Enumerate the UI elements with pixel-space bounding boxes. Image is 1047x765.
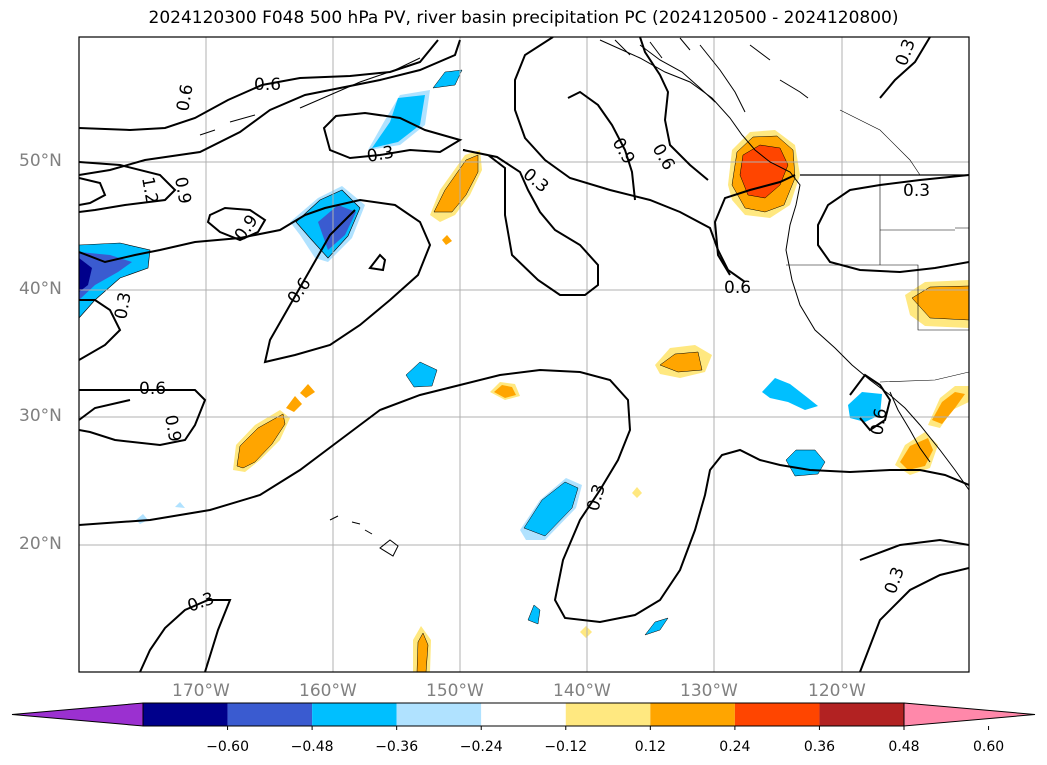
shade-patch xyxy=(494,385,516,398)
contour-label: 0.6 xyxy=(173,83,197,113)
colorbar-segment xyxy=(734,703,820,726)
lat-tick-label: 50°N xyxy=(19,151,62,171)
colorbar-segment xyxy=(396,703,482,726)
coastlines xyxy=(199,37,969,557)
shade-patch xyxy=(762,378,818,410)
shade-patch xyxy=(659,351,703,373)
colorbar-segment xyxy=(312,703,397,726)
contour-label: 0.3 xyxy=(365,143,395,167)
shade-patch xyxy=(580,626,592,638)
colorbar-outline xyxy=(142,702,905,727)
colorbar-segment xyxy=(650,703,735,726)
shade-patch xyxy=(300,384,315,398)
shade-patch xyxy=(527,604,541,625)
lon-tick-label: 120°W xyxy=(808,681,866,701)
lat-tick-label: 20°N xyxy=(19,534,62,554)
map-frame xyxy=(78,36,970,673)
contour-label: 1.2 xyxy=(137,175,161,205)
lat-tick-label: 40°N xyxy=(19,279,62,299)
lon-tick-label: 130°W xyxy=(680,681,738,701)
shade-patch xyxy=(900,438,933,470)
contour-label: 0.6 xyxy=(254,75,281,95)
contour-label: 0.6 xyxy=(724,278,751,298)
lon-tick-label: 140°W xyxy=(553,681,611,701)
contour-label: 0.3 xyxy=(881,564,909,596)
colorbar-segment xyxy=(227,703,313,726)
colorbar-tick-label: 0.12 xyxy=(635,739,666,755)
shade-patch xyxy=(785,449,826,477)
contour-label: 0.6 xyxy=(139,379,166,399)
shade-patch xyxy=(405,361,438,388)
shade-patch xyxy=(136,514,148,524)
colorbar-tick-label: 0.36 xyxy=(804,739,835,755)
colorbar-tick-label: −0.24 xyxy=(460,739,503,755)
colorbar-extend-low xyxy=(11,702,144,727)
shade-patch xyxy=(236,413,286,469)
shade-patch xyxy=(372,95,425,148)
pv-contours xyxy=(79,37,969,672)
colorbar-segment xyxy=(565,703,651,726)
figure-title: 2024120300 F048 500 hPa PV, river basin … xyxy=(148,8,899,28)
lon-tick-label: 170°W xyxy=(172,681,230,701)
contour-label: 0.3 xyxy=(519,165,553,198)
shade-patch xyxy=(911,285,969,321)
shade-patch xyxy=(433,154,479,213)
shade-patch xyxy=(442,235,452,245)
contour-label: 0.6 xyxy=(648,141,679,174)
shade-patch xyxy=(175,502,185,508)
colorbar-extend-high xyxy=(903,702,1036,727)
positive-shading xyxy=(233,130,969,672)
shade-patch xyxy=(416,632,429,672)
contour-label: 0.9 xyxy=(170,175,194,205)
contour-label: 0.6 xyxy=(284,274,316,308)
colorbar-tick-label: −0.48 xyxy=(291,739,334,755)
colorbar-tick-label: −0.36 xyxy=(375,739,418,755)
colorbar-tick-label: −0.60 xyxy=(206,739,249,755)
colorbar-tick-label: 0.24 xyxy=(719,739,750,755)
colorbar-tick-label: 0.60 xyxy=(973,739,1004,755)
shade-patch xyxy=(523,481,579,537)
contour-label: 0.3 xyxy=(185,589,217,617)
map-panel: 0.6 0.6 0.3 1.2 0.9 0.9 0.3 0.6 0.3 0.9 … xyxy=(78,36,970,673)
shade-patch xyxy=(848,392,882,422)
colorbar-segment xyxy=(143,703,228,726)
contour-label: 0.3 xyxy=(111,291,135,321)
lon-tick-label: 150°W xyxy=(426,681,484,701)
colorbar-segment xyxy=(481,703,566,726)
shade-patch xyxy=(79,258,92,292)
lon-tick-label: 160°W xyxy=(299,681,357,701)
contour-label: 0.9 xyxy=(608,135,639,168)
shade-patch xyxy=(79,252,132,300)
shade-patch xyxy=(432,69,463,89)
lat-tick-label: 30°N xyxy=(19,406,62,426)
contour-label: 0.9 xyxy=(160,413,184,443)
colorbar-tick-label: −0.12 xyxy=(544,739,587,755)
shade-patch xyxy=(644,617,669,636)
shade-patch xyxy=(286,396,302,412)
contour-label: 0.3 xyxy=(892,36,920,68)
colorbar-segment xyxy=(819,703,904,726)
shade-patch xyxy=(739,144,789,199)
shade-patch xyxy=(632,487,642,498)
shade-patch xyxy=(932,392,965,424)
contour-label: 0.6 xyxy=(867,407,891,437)
colorbar-tick-label: 0.48 xyxy=(888,739,919,755)
contour-label: 0.3 xyxy=(903,181,930,201)
